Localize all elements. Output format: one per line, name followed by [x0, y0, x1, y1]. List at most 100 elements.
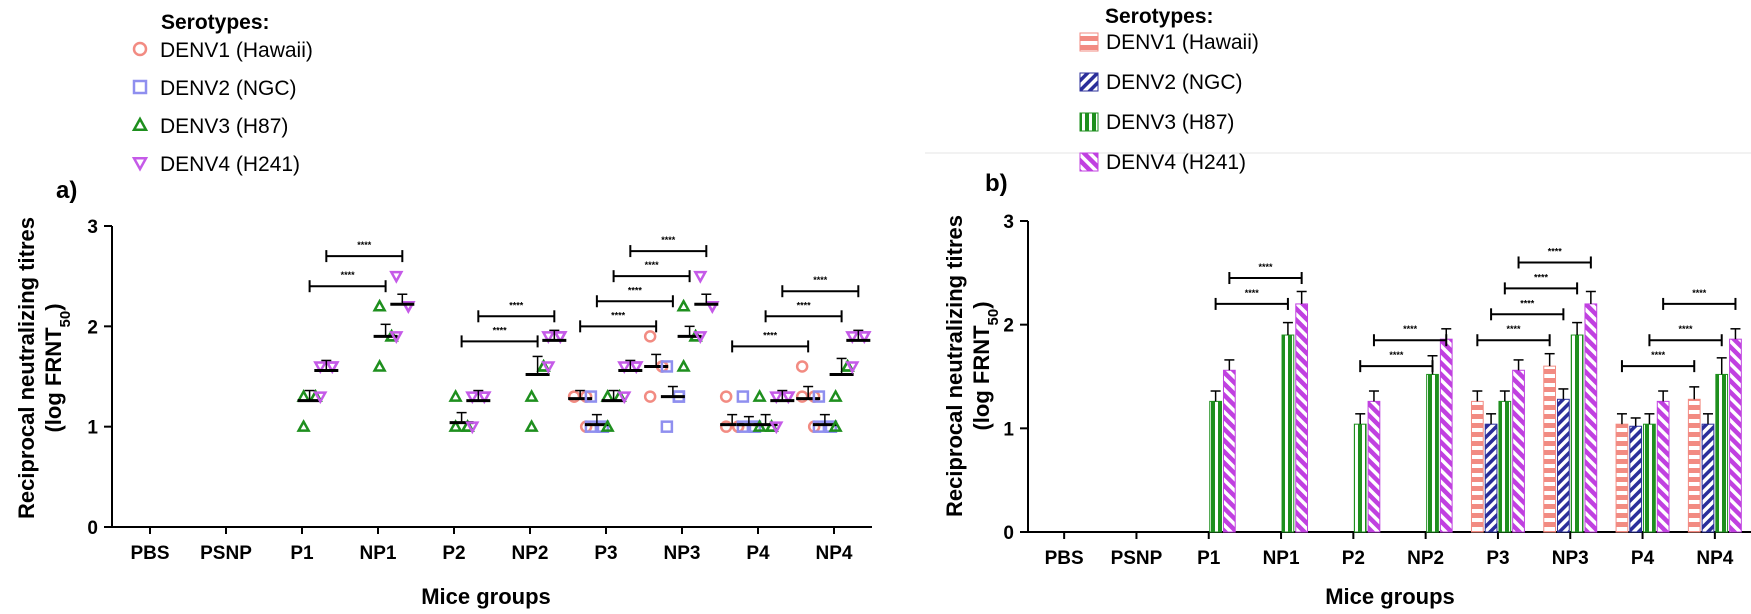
panel-a-point-denv4-h241: [781, 391, 796, 405]
panel-b-y-axis-title: Reciprocal neutralizing titres (log FRNT…: [942, 215, 1002, 517]
panel-b-x-tick-label-p4: P4: [1631, 548, 1655, 569]
legend-a-marker-denv3-h87: [131, 116, 149, 132]
panel-b-x-tick-label-psnp: PSNP: [1111, 548, 1163, 569]
panel-b-y-tick-label: 3: [1003, 212, 1014, 233]
panel-b-series-denv1-hawaii: [1470, 352, 1701, 533]
panel-a-point-denv3-h87: [752, 388, 767, 402]
panel-a-point-denv3-h87: [372, 358, 387, 372]
panel-a-point-denv1-hawaii: [719, 420, 733, 433]
panel-a-sig-label: ****: [645, 260, 660, 270]
panel-b-bar-denv1-hawaii-p4: [1615, 423, 1629, 533]
panel-b-bar-denv4-h241-p4: [1656, 400, 1670, 533]
panel-a-point-denv2-ngc: [736, 390, 750, 403]
panel-b-sig-label: ****: [1520, 298, 1535, 308]
panel-a-sig-label: ****: [611, 310, 626, 320]
panel-b-bar-denv4-h241-p3: [1512, 369, 1525, 533]
panel-b-x-tick-label-np2: NP2: [1407, 548, 1444, 569]
panel-a-x-tick-label-np2: NP2: [512, 543, 549, 564]
panel-a-sig-label: ****: [493, 325, 508, 335]
panel-b-bar-denv2-ngc-np3: [1557, 398, 1570, 533]
panel-a-point-denv4-h241: [769, 421, 784, 435]
panel-a-point-denv3-h87: [676, 298, 691, 312]
panel-b-bar-denv1-hawaii-p3: [1470, 400, 1484, 533]
panel-a-sig-label: ****: [357, 240, 372, 250]
legend-b-label-denv3-h87: DENV3 (H87): [1106, 111, 1234, 134]
panel-a-point-denv4-h241: [693, 331, 708, 344]
panel-a-y-title-line2: (log FRNT50): [41, 303, 74, 432]
legend-b-title: Serotypes:: [1105, 5, 1214, 28]
panel-a-point-denv4-h241: [617, 361, 632, 375]
panel-a-point-denv4-h241: [693, 270, 708, 284]
panel-b-plot-area: 0 1 2 3 PBS PSNP P1 NP1 P2 NP2 P3 NP3 P4 NP4 **** **** *…: [1003, 212, 1751, 569]
panel-a-series-denv4-h241: [313, 270, 872, 435]
panel-a-point-denv1-hawaii: [567, 390, 581, 403]
panel-b-y-title-prefix: (log FRNT: [969, 325, 994, 431]
panel-a-x-tick-label-np4: NP4: [816, 543, 853, 564]
panel-b-sig-label: ****: [1651, 350, 1666, 360]
panel-a-sig-label: ****: [341, 270, 356, 280]
panel-a-point-denv3-h87: [828, 388, 843, 402]
panel-a-point-denv2-ngc: [584, 420, 598, 433]
panel-b-y-tick-label: 1: [1003, 419, 1014, 440]
panel-b-bar-denv3-h87-p4: [1643, 423, 1656, 533]
panel-a-point-denv2-ngc: [812, 420, 826, 433]
panel-a-point-denv2-ngc: [812, 390, 826, 403]
panel-a-y-title-prefix: (log FRNT: [41, 327, 66, 433]
panel-b-sig-label: ****: [1534, 272, 1549, 282]
panel-b-y-title-line1: Reciprocal neutralizing titres: [942, 215, 967, 517]
panel-b-bar-denv3-h87-p1: [1209, 400, 1222, 533]
panel-a-point-denv2-ngc: [660, 360, 674, 373]
legend-a-title: Serotypes:: [161, 11, 270, 34]
legend-a: Serotypes: DENV1 (Hawaii) DENV2 (NGC) DENV…: [131, 11, 313, 176]
panel-b-x-tick-label-pbs: PBS: [1045, 548, 1084, 569]
panel-b-bar-denv3-h87-p3: [1498, 400, 1512, 533]
panel-a-point-denv4-h241: [541, 361, 556, 375]
panel-b-x-tick-label-p3: P3: [1486, 548, 1509, 569]
panel-b-sig-label: ****: [1692, 288, 1707, 298]
panel-b-x-tick-label-np1: NP1: [1263, 548, 1300, 569]
panel-a-point-denv1-hawaii: [719, 390, 733, 403]
legend-a-label-denv2-ngc: DENV2 (NGC): [160, 77, 297, 100]
panel-a-x-tick-label-pbs: PBS: [130, 543, 169, 564]
panel-a-point-denv3-h87: [600, 419, 615, 432]
panel-a-point-denv4-h241: [845, 361, 860, 375]
panel-b-x-tick-label-np3: NP3: [1552, 548, 1589, 569]
panel-b-bar-denv4-h241-np3: [1584, 303, 1598, 533]
legend-b-label-denv4-h241: DENV4 (H241): [1106, 151, 1246, 174]
legend-b: Serotypes: DENV1 (Hawaii) DENV2 (NGC) DENV…: [1079, 5, 1259, 174]
panel-b-sig-label: ****: [1548, 246, 1563, 256]
panel-a-point-denv3-h87: [676, 358, 691, 372]
panel-a-point-denv4-h241: [465, 391, 480, 405]
panel-a-point-denv4-h241: [541, 331, 556, 344]
panel-b-series-denv2-ngc: [1484, 388, 1715, 533]
panel-b-bar-denv4-h241-p1: [1222, 369, 1236, 533]
panel-b-sig-label: ****: [1245, 288, 1260, 298]
panel-a-point-denv4-h241: [553, 331, 568, 344]
panel-b-bar-denv3-h87-np1: [1281, 334, 1295, 533]
panel-a-point-denv3-h87: [448, 388, 463, 402]
legend-a-marker-denv4-h241: [131, 156, 149, 172]
panel-a-point-denv3-h87: [524, 419, 539, 432]
panel-b-sig-label: ****: [1679, 324, 1694, 334]
legend-b-label-denv1-hawaii: DENV1 (Hawaii): [1106, 31, 1259, 54]
panel-a-y-axis-title: Reciprocal neutralizing titres (log FRNT…: [14, 217, 74, 519]
panel-a-sig-label: ****: [797, 300, 812, 310]
panel-a-x-tick-label-np1: NP1: [360, 543, 397, 564]
panel-a-point-denv4-h241: [769, 391, 784, 405]
panel-a-x-tick-label-p1: P1: [290, 543, 314, 564]
panel-a-y-title-sub: 50: [57, 311, 74, 328]
panel-b-x-tick-label-p2: P2: [1342, 548, 1365, 569]
panel-a-x-axis-title: Mice groups: [421, 584, 551, 609]
legend-a-label-denv4-h241: DENV4 (H241): [160, 153, 300, 176]
panel-a-point-denv4-h241: [465, 421, 480, 435]
panel-b-bar-denv4-h241-np4: [1729, 338, 1742, 533]
panel-a-point-denv1-hawaii: [643, 330, 657, 343]
panel-a-point-denv4-h241: [401, 301, 416, 314]
panel-a-y-tick-label: 3: [87, 217, 98, 238]
panel-a-point-denv4-h241: [617, 391, 632, 405]
panel-a-x-tick-label-psnp: PSNP: [200, 543, 252, 564]
panel-a-x-tick-label-p4: P4: [746, 543, 770, 564]
panel-b-bar-denv3-h87-np4: [1715, 373, 1729, 533]
panel-b-bar-denv3-h87-p2: [1353, 423, 1367, 533]
